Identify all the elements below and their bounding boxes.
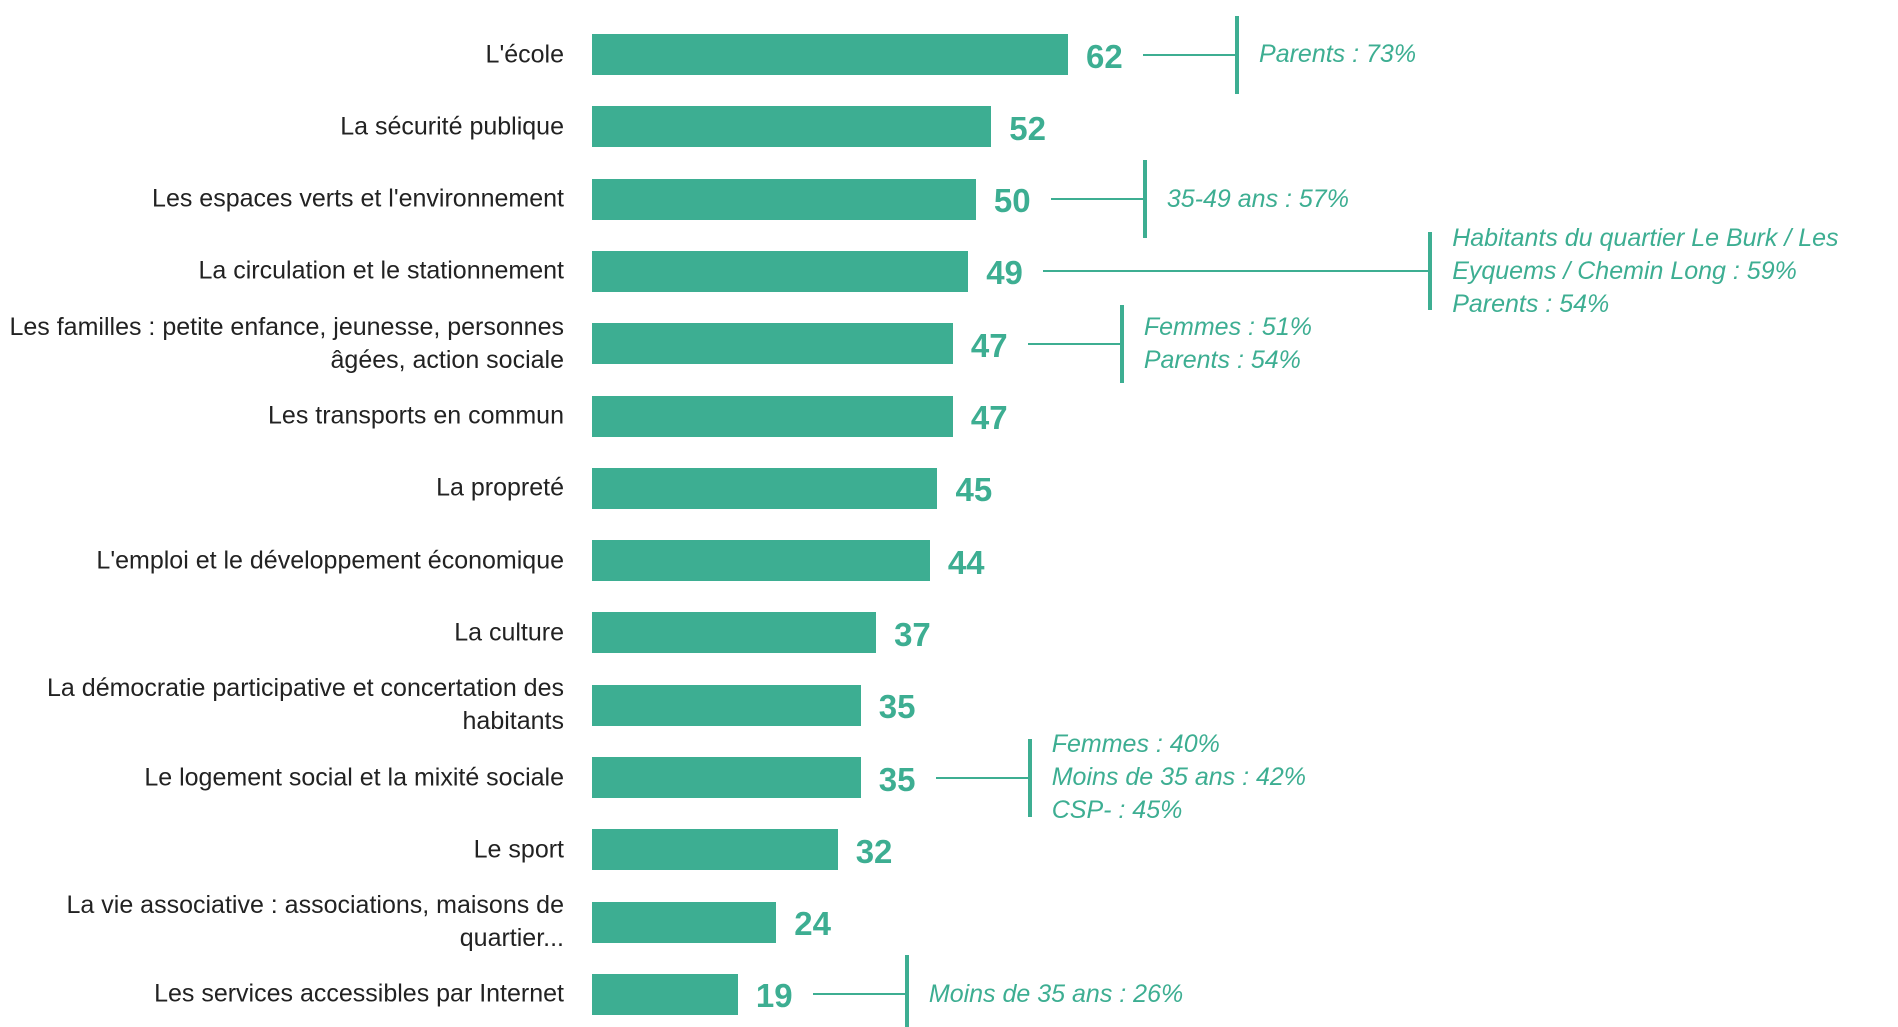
value-label: 47: [970, 326, 1008, 364]
connector: [935, 776, 1028, 779]
category-label: La circulation et le stationnement: [198, 256, 565, 285]
bar: [592, 684, 861, 726]
value-label: 52: [1009, 109, 1046, 147]
value-label: 44: [947, 543, 985, 581]
bracket: [1142, 160, 1147, 239]
annotation: CSP- : 45%: [1051, 796, 1183, 824]
bracket: [904, 955, 909, 1027]
bracket: [1027, 738, 1032, 817]
connector: [1043, 270, 1429, 273]
annotation: Eyquems / Chemin Long : 59%: [1452, 256, 1797, 285]
value-label: 49: [986, 254, 1023, 292]
bar: [592, 467, 938, 509]
annotation: Parents : 54%: [1452, 289, 1610, 318]
bracket: [1119, 304, 1124, 383]
category-label: Le sport: [473, 835, 564, 864]
category-label: Les transports en commun: [268, 401, 564, 430]
annotation: Habitants du quartier Le Burk / Les: [1452, 223, 1839, 252]
value-label: 47: [970, 399, 1008, 436]
annotation: Parents : 54%: [1143, 345, 1301, 374]
bar: [592, 323, 953, 365]
value-label: 62: [1086, 37, 1123, 75]
bracket: [1235, 15, 1240, 94]
bar: [592, 973, 738, 1015]
connector: [1027, 342, 1120, 345]
category-label: Les espaces verts et l'environnement: [152, 184, 564, 213]
category-label: La vie associative : associations, maiso…: [66, 891, 564, 953]
connector: [1143, 53, 1236, 56]
bar: [592, 34, 1069, 75]
annotation: Moins de 35 ans : 42%: [1051, 763, 1307, 791]
category-label: La démocratie participative et concertat…: [47, 674, 564, 736]
value-label: 37: [894, 615, 931, 653]
annotation: Parents : 73%: [1259, 40, 1417, 68]
category-label: L'emploi et le développement économique: [96, 546, 564, 575]
connector: [812, 993, 905, 996]
category-label: Le logement social et la mixité sociale: [144, 763, 564, 791]
value-label: 35: [878, 688, 916, 726]
value-label: 19: [755, 977, 793, 1015]
connector: [1050, 198, 1143, 201]
bar: [592, 540, 930, 582]
bar: [592, 757, 861, 798]
bar: [592, 250, 969, 292]
bar: [592, 901, 777, 943]
value-label: 32: [855, 832, 893, 870]
bar: [592, 829, 838, 871]
value-label: 45: [955, 471, 993, 509]
value-label: 35: [878, 760, 916, 798]
category-label: Les services accessibles par Internet: [154, 979, 564, 1008]
category-label: La propreté: [436, 473, 564, 502]
bar: [592, 395, 953, 437]
value-label: 24: [794, 905, 831, 943]
bar: [592, 106, 992, 148]
category-label: La culture: [454, 618, 564, 647]
category-label: L'école: [485, 40, 564, 68]
annotation: Femmes : 40%: [1051, 730, 1220, 758]
annotation: Moins de 35 ans : 26%: [928, 979, 1184, 1008]
annotation: 35-49 ans : 57%: [1166, 184, 1349, 213]
bar: [592, 178, 976, 220]
bracket: [1428, 232, 1433, 311]
category-label: Les familles : petite enfance, jeunesse,…: [9, 312, 564, 374]
category-label: La sécurité publique: [340, 112, 564, 141]
bar: [592, 612, 877, 654]
value-label: 50: [993, 182, 1031, 220]
annotation: Femmes : 51%: [1143, 312, 1312, 341]
